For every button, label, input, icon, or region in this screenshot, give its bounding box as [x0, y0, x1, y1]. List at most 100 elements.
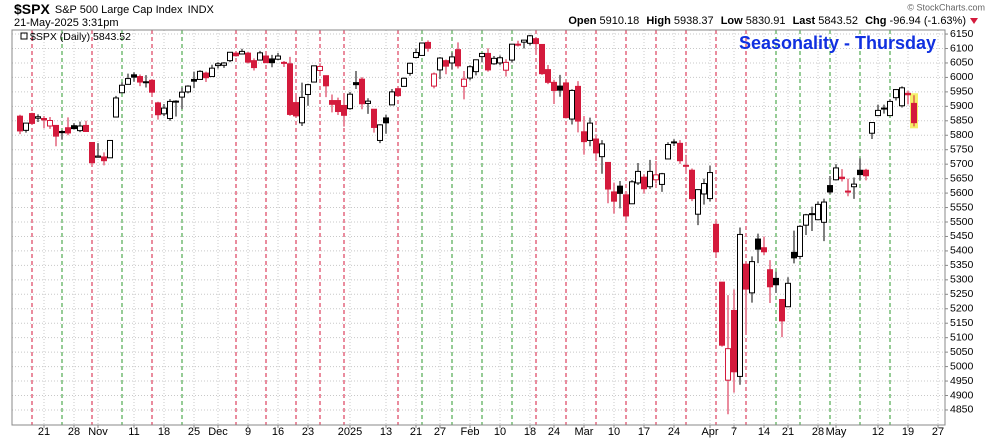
candle-body: [863, 169, 869, 177]
y-tick-label: 5100: [950, 331, 974, 343]
candle-body: [497, 57, 503, 64]
candle-body: [77, 125, 83, 132]
x-tick-label: 24: [548, 426, 560, 438]
candle-body: [599, 143, 605, 158]
candle-body: [647, 170, 653, 188]
candle-body: [755, 238, 761, 250]
candle-body: [803, 214, 809, 226]
candle-body: [653, 174, 659, 181]
candle-body: [35, 116, 41, 119]
candle-body: [149, 79, 155, 93]
candle-body: [749, 261, 755, 294]
y-tick-label: 5000: [950, 360, 974, 372]
candle-body: [455, 49, 461, 67]
candle-body: [305, 84, 311, 95]
candle-body: [83, 124, 89, 132]
change-value: -96.94: [890, 15, 921, 27]
candle-body: [851, 183, 857, 188]
x-tick-label: 16: [272, 426, 284, 438]
candle-body: [581, 131, 587, 143]
x-tick-label: 9: [245, 426, 251, 438]
candle-body: [47, 120, 53, 127]
legend: $SPX (Daily) 5843.52: [30, 31, 131, 43]
y-tick-label: 5650: [950, 172, 974, 184]
candle-body: [707, 172, 713, 200]
candle-body: [773, 277, 779, 286]
symbol: $SPX: [14, 1, 50, 17]
y-tick-label: 5600: [950, 187, 974, 199]
y-tick-label: 6050: [950, 57, 974, 69]
y-tick-label: 4900: [950, 389, 974, 401]
copyright: © StockCharts.com: [907, 2, 985, 12]
candle-body: [551, 81, 557, 91]
candle-body: [821, 201, 827, 223]
candle-body: [743, 263, 749, 290]
candle-body: [623, 194, 629, 217]
candle-body: [677, 142, 683, 162]
candle-body: [119, 84, 125, 94]
candle-body: [713, 223, 719, 253]
candle-body: [689, 169, 695, 200]
x-tick-label: 18: [524, 426, 536, 438]
candle-body: [893, 89, 899, 99]
header-line: $SPX S&P 500 Large Cap Index INDX: [14, 1, 215, 17]
y-tick-label: 5400: [950, 245, 974, 257]
x-tick-label: 19: [902, 426, 914, 438]
candle-body: [443, 60, 449, 67]
candle-body: [275, 55, 281, 60]
y-tick-label: 5950: [950, 86, 974, 98]
candle-body: [527, 35, 533, 44]
plot-frame: [11, 29, 946, 426]
candle-body: [143, 81, 149, 84]
candle-body: [407, 62, 413, 74]
candle-body: [53, 124, 59, 137]
candle-body: [347, 93, 353, 110]
candle-body: [791, 251, 797, 259]
candle-body: [605, 161, 611, 190]
candle-body: [617, 185, 623, 194]
candle-body: [725, 348, 731, 381]
x-tick-label: Feb: [461, 426, 480, 438]
y-tick-label: 5850: [950, 115, 974, 127]
candle-body: [167, 100, 173, 119]
legend-icon: [20, 32, 28, 40]
candle-body: [173, 100, 179, 103]
x-tick-label: 12: [872, 426, 884, 438]
candle-body: [209, 67, 215, 78]
candle-body: [293, 102, 299, 117]
open-value: 5910.18: [600, 15, 640, 27]
candle-body: [563, 82, 569, 119]
candle-body: [815, 203, 821, 221]
candle-body: [281, 61, 287, 64]
change-label: Chg: [865, 15, 886, 27]
candle-body: [71, 125, 77, 130]
candle-body: [665, 144, 671, 160]
timestamp: 21-May-2025 3:31pm: [14, 17, 119, 29]
y-tick-label: 6150: [950, 28, 974, 40]
candle-body: [185, 85, 191, 93]
candle-body: [449, 56, 455, 64]
x-tick-label: 17: [638, 426, 650, 438]
x-tick-label: 28: [68, 426, 80, 438]
candle-body: [719, 281, 725, 346]
candle-body: [461, 78, 467, 87]
high-label: High: [646, 15, 671, 27]
y-tick-label: 4850: [950, 404, 974, 416]
candle-body: [401, 77, 407, 87]
y-tick-label: 5500: [950, 216, 974, 228]
candle-body: [641, 176, 647, 190]
candle-body: [899, 87, 905, 107]
candle-body: [767, 269, 773, 288]
y-tick-label: 5900: [950, 100, 974, 112]
candle-body: [359, 78, 365, 105]
candle-body: [29, 113, 35, 124]
x-tick-label: Mar: [575, 426, 594, 438]
candle-body: [137, 76, 143, 83]
candle-body: [731, 309, 737, 373]
high-value: 5938.37: [674, 15, 714, 27]
candle-body: [683, 164, 689, 167]
candle-body: [545, 69, 551, 83]
open-label: Open: [568, 15, 596, 27]
y-tick-label: 5200: [950, 303, 974, 315]
x-tick-label: Apr: [701, 426, 718, 438]
